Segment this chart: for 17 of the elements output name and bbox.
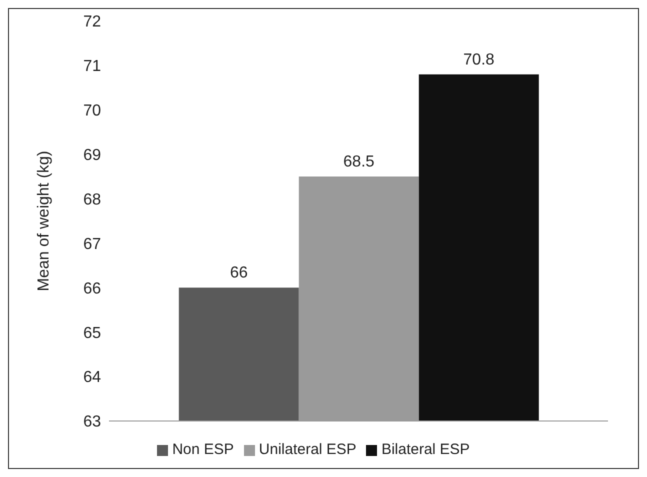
- legend-label: Bilateral ESP: [381, 441, 470, 458]
- y-tick-label: 71: [83, 58, 102, 76]
- data-label: 68.5: [343, 154, 375, 171]
- y-tick-label: 70: [83, 102, 102, 120]
- data-label: 70.8: [463, 51, 495, 68]
- y-tick-label: 64: [83, 369, 102, 386]
- y-tick-label: 65: [83, 324, 102, 342]
- legend-label: Non ESP: [172, 441, 234, 458]
- y-tick-label: 72: [83, 14, 102, 31]
- legend-label: Unilateral ESP: [258, 441, 356, 458]
- y-tick-label: 69: [83, 147, 102, 164]
- y-tick-label: 67: [83, 236, 102, 253]
- y-tick-label: 63: [83, 414, 102, 431]
- data-label: 66: [230, 264, 248, 282]
- y-tick-label: 68: [83, 191, 102, 208]
- y-tick-label: 66: [83, 280, 102, 298]
- y-axis-title: Mean of weight (kg): [36, 150, 53, 292]
